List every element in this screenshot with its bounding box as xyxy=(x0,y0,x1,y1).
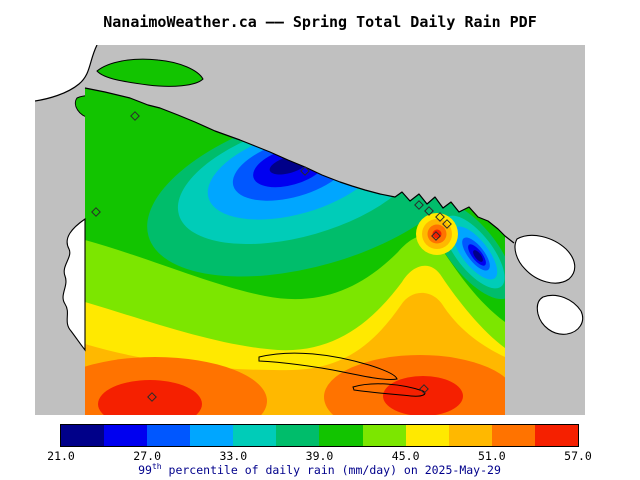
colorbar-tick-label: 51.0 xyxy=(477,449,506,463)
station-marker xyxy=(442,219,452,229)
colorbar-tick-label: 33.0 xyxy=(219,449,248,463)
contour-field xyxy=(85,88,505,415)
coastline-upper-left xyxy=(35,45,98,102)
colorbar-segment xyxy=(405,425,449,446)
island-right-1 xyxy=(514,234,576,284)
contour-map-svg xyxy=(35,45,585,415)
colorbar-segment xyxy=(534,425,578,446)
station-marker xyxy=(300,166,310,176)
island-right-2 xyxy=(536,294,584,335)
colorbar-segment xyxy=(147,425,191,446)
colorbar-segment xyxy=(233,425,277,446)
colorbar-tick-label: 57.0 xyxy=(564,449,592,463)
colorbar xyxy=(60,424,579,447)
colorbar-tick-label: 45.0 xyxy=(391,449,420,463)
colorbar-segment xyxy=(276,425,320,446)
figure-title: NanaimoWeather.ca –– Spring Total Daily … xyxy=(103,13,537,31)
station-marker xyxy=(130,111,140,121)
station-marker xyxy=(435,212,445,222)
colorbar-segment xyxy=(190,425,234,446)
caption-percentile-number: 99 xyxy=(138,462,152,477)
island-outline-1 xyxy=(258,352,398,380)
colorbar-segment xyxy=(61,425,105,446)
colorbar-tick-label: 27.0 xyxy=(133,449,162,463)
station-marker xyxy=(431,231,441,241)
station-marker xyxy=(91,207,101,217)
coastline-main xyxy=(84,87,515,244)
colorbar-tick-label: 21.0 xyxy=(47,449,75,463)
island-coloured-1 xyxy=(96,58,204,87)
colorbar-segment xyxy=(319,425,363,446)
map-area xyxy=(35,45,585,415)
colorbar-segment xyxy=(362,425,406,446)
coast-land-left xyxy=(62,217,86,352)
station-marker xyxy=(424,206,434,216)
station-marker xyxy=(414,200,424,210)
colorbar-segment xyxy=(104,425,148,446)
caption-text: percentile of daily rain (mm/day) on 202… xyxy=(161,462,501,477)
contour-core-red-left xyxy=(98,380,202,415)
colorbar-caption: 99th percentile of daily rain (mm/day) o… xyxy=(60,462,579,477)
colorbar-segment xyxy=(491,425,535,446)
station-markers xyxy=(91,111,452,402)
caption-ordinal-suffix: th xyxy=(151,462,162,471)
colorbar-tick-label: 39.0 xyxy=(305,449,334,463)
station-marker xyxy=(419,384,429,394)
station-marker xyxy=(147,392,157,402)
island-outline-2 xyxy=(352,383,426,397)
water-upper-left xyxy=(35,45,97,101)
colorbar-tick-labels: 21.0 27.0 33.0 39.0 45.0 51.0 57.0 xyxy=(47,449,592,463)
colorbar-segment xyxy=(448,425,492,446)
coastal-core-navy xyxy=(473,250,483,262)
